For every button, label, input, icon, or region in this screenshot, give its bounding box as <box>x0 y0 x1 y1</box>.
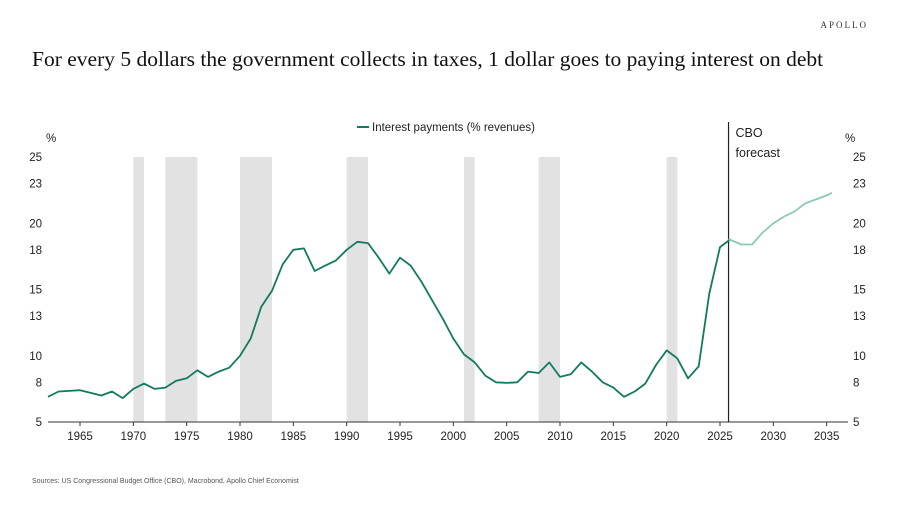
x-tick-label-1980: 1980 <box>227 431 253 443</box>
y-tick-label-left-20: 20 <box>29 218 42 230</box>
y-tick-label-left-18: 18 <box>29 245 42 257</box>
y-tick-label-right-18: 18 <box>853 245 866 257</box>
legend: Interest payments (% revenues) <box>357 122 535 134</box>
x-tick-label-1970: 1970 <box>121 431 147 443</box>
chart-title: For every 5 dollars the government colle… <box>32 47 824 71</box>
y-tick-label-right-25: 25 <box>853 152 866 164</box>
y-tick-label-left-5: 5 <box>36 417 42 429</box>
x-tick-label-2020: 2020 <box>654 431 680 443</box>
y-tick-label-left-8: 8 <box>36 377 42 389</box>
source-note: Sources: US Congressional Budget Office … <box>32 478 299 485</box>
series-line-forecast <box>728 191 833 246</box>
series-line-historical <box>47 238 732 400</box>
y-tick-labels-left: 5 8 10 13 15 18 20 23 25 <box>29 152 42 429</box>
x-tick-label-2030: 2030 <box>761 431 787 443</box>
forecast-annotation-line1: CBO <box>736 126 763 140</box>
recession-band-1970 <box>133 157 144 422</box>
x-tick-label-1975: 1975 <box>174 431 200 443</box>
y-axis-unit-right: % <box>845 133 855 145</box>
x-tick-label-1965: 1965 <box>67 431 93 443</box>
x-tick-label-2025: 2025 <box>707 431 733 443</box>
y-tick-label-right-5: 5 <box>853 417 859 429</box>
forecast-annotation-line2: forecast <box>736 146 781 160</box>
recession-band-1990 <box>346 157 368 422</box>
y-tick-label-right-8: 8 <box>853 377 859 389</box>
x-tick-label-2010: 2010 <box>547 431 573 443</box>
y-tick-label-left-13: 13 <box>29 311 42 323</box>
y-tick-label-right-23: 23 <box>853 179 866 191</box>
y-axis-unit-left: % <box>46 133 56 145</box>
y-tick-label-right-10: 10 <box>853 351 866 363</box>
y-tick-labels-right: 5 8 10 13 15 18 20 23 25 <box>853 152 866 429</box>
recession-band-2008 <box>538 157 560 422</box>
x-tick-label-2035: 2035 <box>814 431 840 443</box>
x-tick-label-2015: 2015 <box>601 431 627 443</box>
y-tick-label-right-20: 20 <box>853 218 866 230</box>
y-tick-label-left-25: 25 <box>29 152 42 164</box>
x-tick-label-2000: 2000 <box>441 431 467 443</box>
recession-band-2001 <box>464 157 475 422</box>
x-tick-label-1995: 1995 <box>387 431 413 443</box>
recession-band-1980 <box>240 157 272 422</box>
y-tick-label-left-10: 10 <box>29 351 42 363</box>
y-tick-label-right-15: 15 <box>853 285 866 297</box>
x-tick-label-1990: 1990 <box>334 431 360 443</box>
y-tick-label-left-23: 23 <box>29 179 42 191</box>
axes: 1965 1970 1975 1980 1985 1990 1995 2000 2005 2010… <box>29 133 866 443</box>
series-lines <box>47 191 833 400</box>
recession-band-1973 <box>165 157 198 422</box>
y-tick-label-right-13: 13 <box>853 311 866 323</box>
x-tick-label-2005: 2005 <box>494 431 520 443</box>
recession-band-2020 <box>666 157 678 422</box>
y-tick-label-left-15: 15 <box>29 285 42 297</box>
recession-bands <box>133 157 678 422</box>
x-tick-label-1985: 1985 <box>281 431 307 443</box>
apollo-logo-text: APOLLO <box>820 20 868 30</box>
x-tick-labels: 1965 1970 1975 1980 1985 1990 1995 2000 2005 2010… <box>67 422 839 443</box>
legend-label-interest-payments: Interest payments (% revenues) <box>372 122 535 134</box>
